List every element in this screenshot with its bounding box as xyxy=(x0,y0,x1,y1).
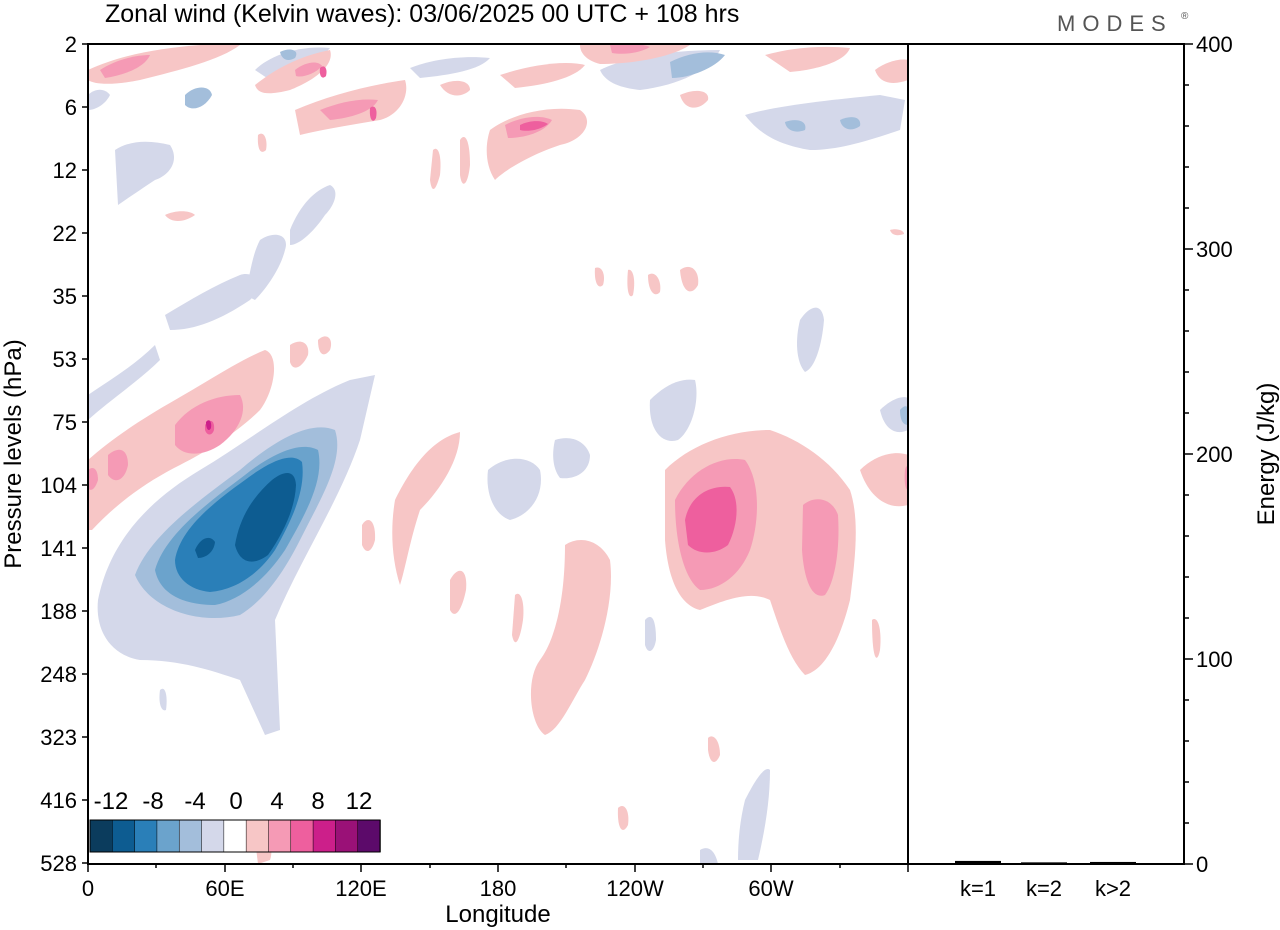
colorbar-swatch xyxy=(178,819,203,853)
energy-tick-label: 400 xyxy=(1196,32,1233,57)
y-tick-label: 35 xyxy=(53,284,77,309)
y-tick-label: 75 xyxy=(53,410,77,435)
colorbar-swatch xyxy=(134,819,158,853)
colorbar-frame xyxy=(89,819,381,853)
colorbar-swatch xyxy=(156,819,180,853)
energy-bars xyxy=(955,860,1136,864)
y-tick-label: 188 xyxy=(40,599,77,624)
colorbar-swatch xyxy=(335,819,359,853)
x-tick-label: 120E xyxy=(335,876,386,901)
y-tick-label: 2 xyxy=(65,32,77,57)
k-label: k=1 xyxy=(960,876,996,901)
logo-registered-mark: ® xyxy=(1181,11,1189,22)
y-axis-title: Pressure levels (hPa) xyxy=(0,339,27,568)
colorbar-swatch xyxy=(112,819,136,853)
colorbar-label: 8 xyxy=(311,788,324,815)
x-tick-label: 60E xyxy=(205,876,244,901)
y-tick-label: 22 xyxy=(53,221,77,246)
y-tick-label: 416 xyxy=(40,788,77,813)
colorbar-label: -8 xyxy=(142,788,163,815)
y-tick-label: 141 xyxy=(40,536,77,561)
energy-tick-label: 300 xyxy=(1196,237,1233,262)
colorbar-swatch xyxy=(357,819,381,853)
energy-tick-label: 0 xyxy=(1196,852,1208,877)
y-tick-label: 6 xyxy=(65,95,77,120)
k-label: k>2 xyxy=(1095,876,1131,901)
x-tick-marks xyxy=(87,864,909,872)
y-tick-marks xyxy=(82,43,88,864)
energy-axis: 0 100 200 300 400 xyxy=(1184,32,1233,877)
colorbar-label: 0 xyxy=(229,788,242,815)
x-tick-label: 0 xyxy=(82,876,94,901)
y-tick-label: 12 xyxy=(53,158,77,183)
modes-logo: MODES ® xyxy=(1057,11,1189,36)
colorbar-swatch xyxy=(245,819,270,853)
colorbar-swatch xyxy=(201,819,225,853)
x-axis-title: Longitude xyxy=(445,901,550,928)
colorbar: -12 -8 -4 0 4 8 12 xyxy=(89,788,381,853)
energy-tick-label: 200 xyxy=(1196,442,1233,467)
energy-bar xyxy=(955,860,1001,864)
energy-frame xyxy=(907,43,1185,865)
pressure-axis: 2 6 12 22 35 53 75 104 141 188 248 323 4… xyxy=(40,32,88,876)
negative-shading-5 xyxy=(195,473,296,562)
x-tick-label: 180 xyxy=(480,876,517,901)
positive-shading-light xyxy=(88,44,908,864)
colorbar-label: 12 xyxy=(346,788,373,815)
colorbar-label: 4 xyxy=(270,788,283,815)
colorbar-swatch xyxy=(268,819,292,853)
logo-text: MODES xyxy=(1057,11,1173,36)
energy-axis-title: Energy (J/kg) xyxy=(1253,383,1280,526)
colorbar-label: -12 xyxy=(94,788,129,815)
energy-panel: 0 100 200 300 400 k=1 k=2 k>2 Energy (J/kg) xyxy=(907,32,1280,901)
k-label: k=2 xyxy=(1026,876,1062,901)
energy-tick-label: 100 xyxy=(1196,647,1233,672)
y-tick-label: 323 xyxy=(40,725,77,750)
y-tick-label: 53 xyxy=(53,347,77,372)
colorbar-swatch xyxy=(89,819,114,853)
energy-bar xyxy=(1021,862,1067,864)
y-tick-label: 248 xyxy=(40,662,77,687)
colorbar-swatches xyxy=(89,819,381,853)
y-tick-label: 104 xyxy=(40,473,77,498)
contour-field xyxy=(88,44,908,864)
x-tick-label: 60W xyxy=(748,876,793,901)
y-tick-label: 528 xyxy=(40,851,77,876)
x-tick-label: 120W xyxy=(606,876,664,901)
colorbar-swatch xyxy=(223,819,247,853)
chart-title: Zonal wind (Kelvin waves): 03/06/2025 00… xyxy=(105,0,739,28)
longitude-axis: 0 60E 120E 180 120W 60W xyxy=(82,864,909,901)
colorbar-swatch xyxy=(312,819,337,853)
colorbar-label: -4 xyxy=(184,788,205,815)
colorbar-swatch xyxy=(290,819,314,853)
positive-shading-4 xyxy=(206,420,212,430)
energy-bar xyxy=(1090,861,1136,864)
